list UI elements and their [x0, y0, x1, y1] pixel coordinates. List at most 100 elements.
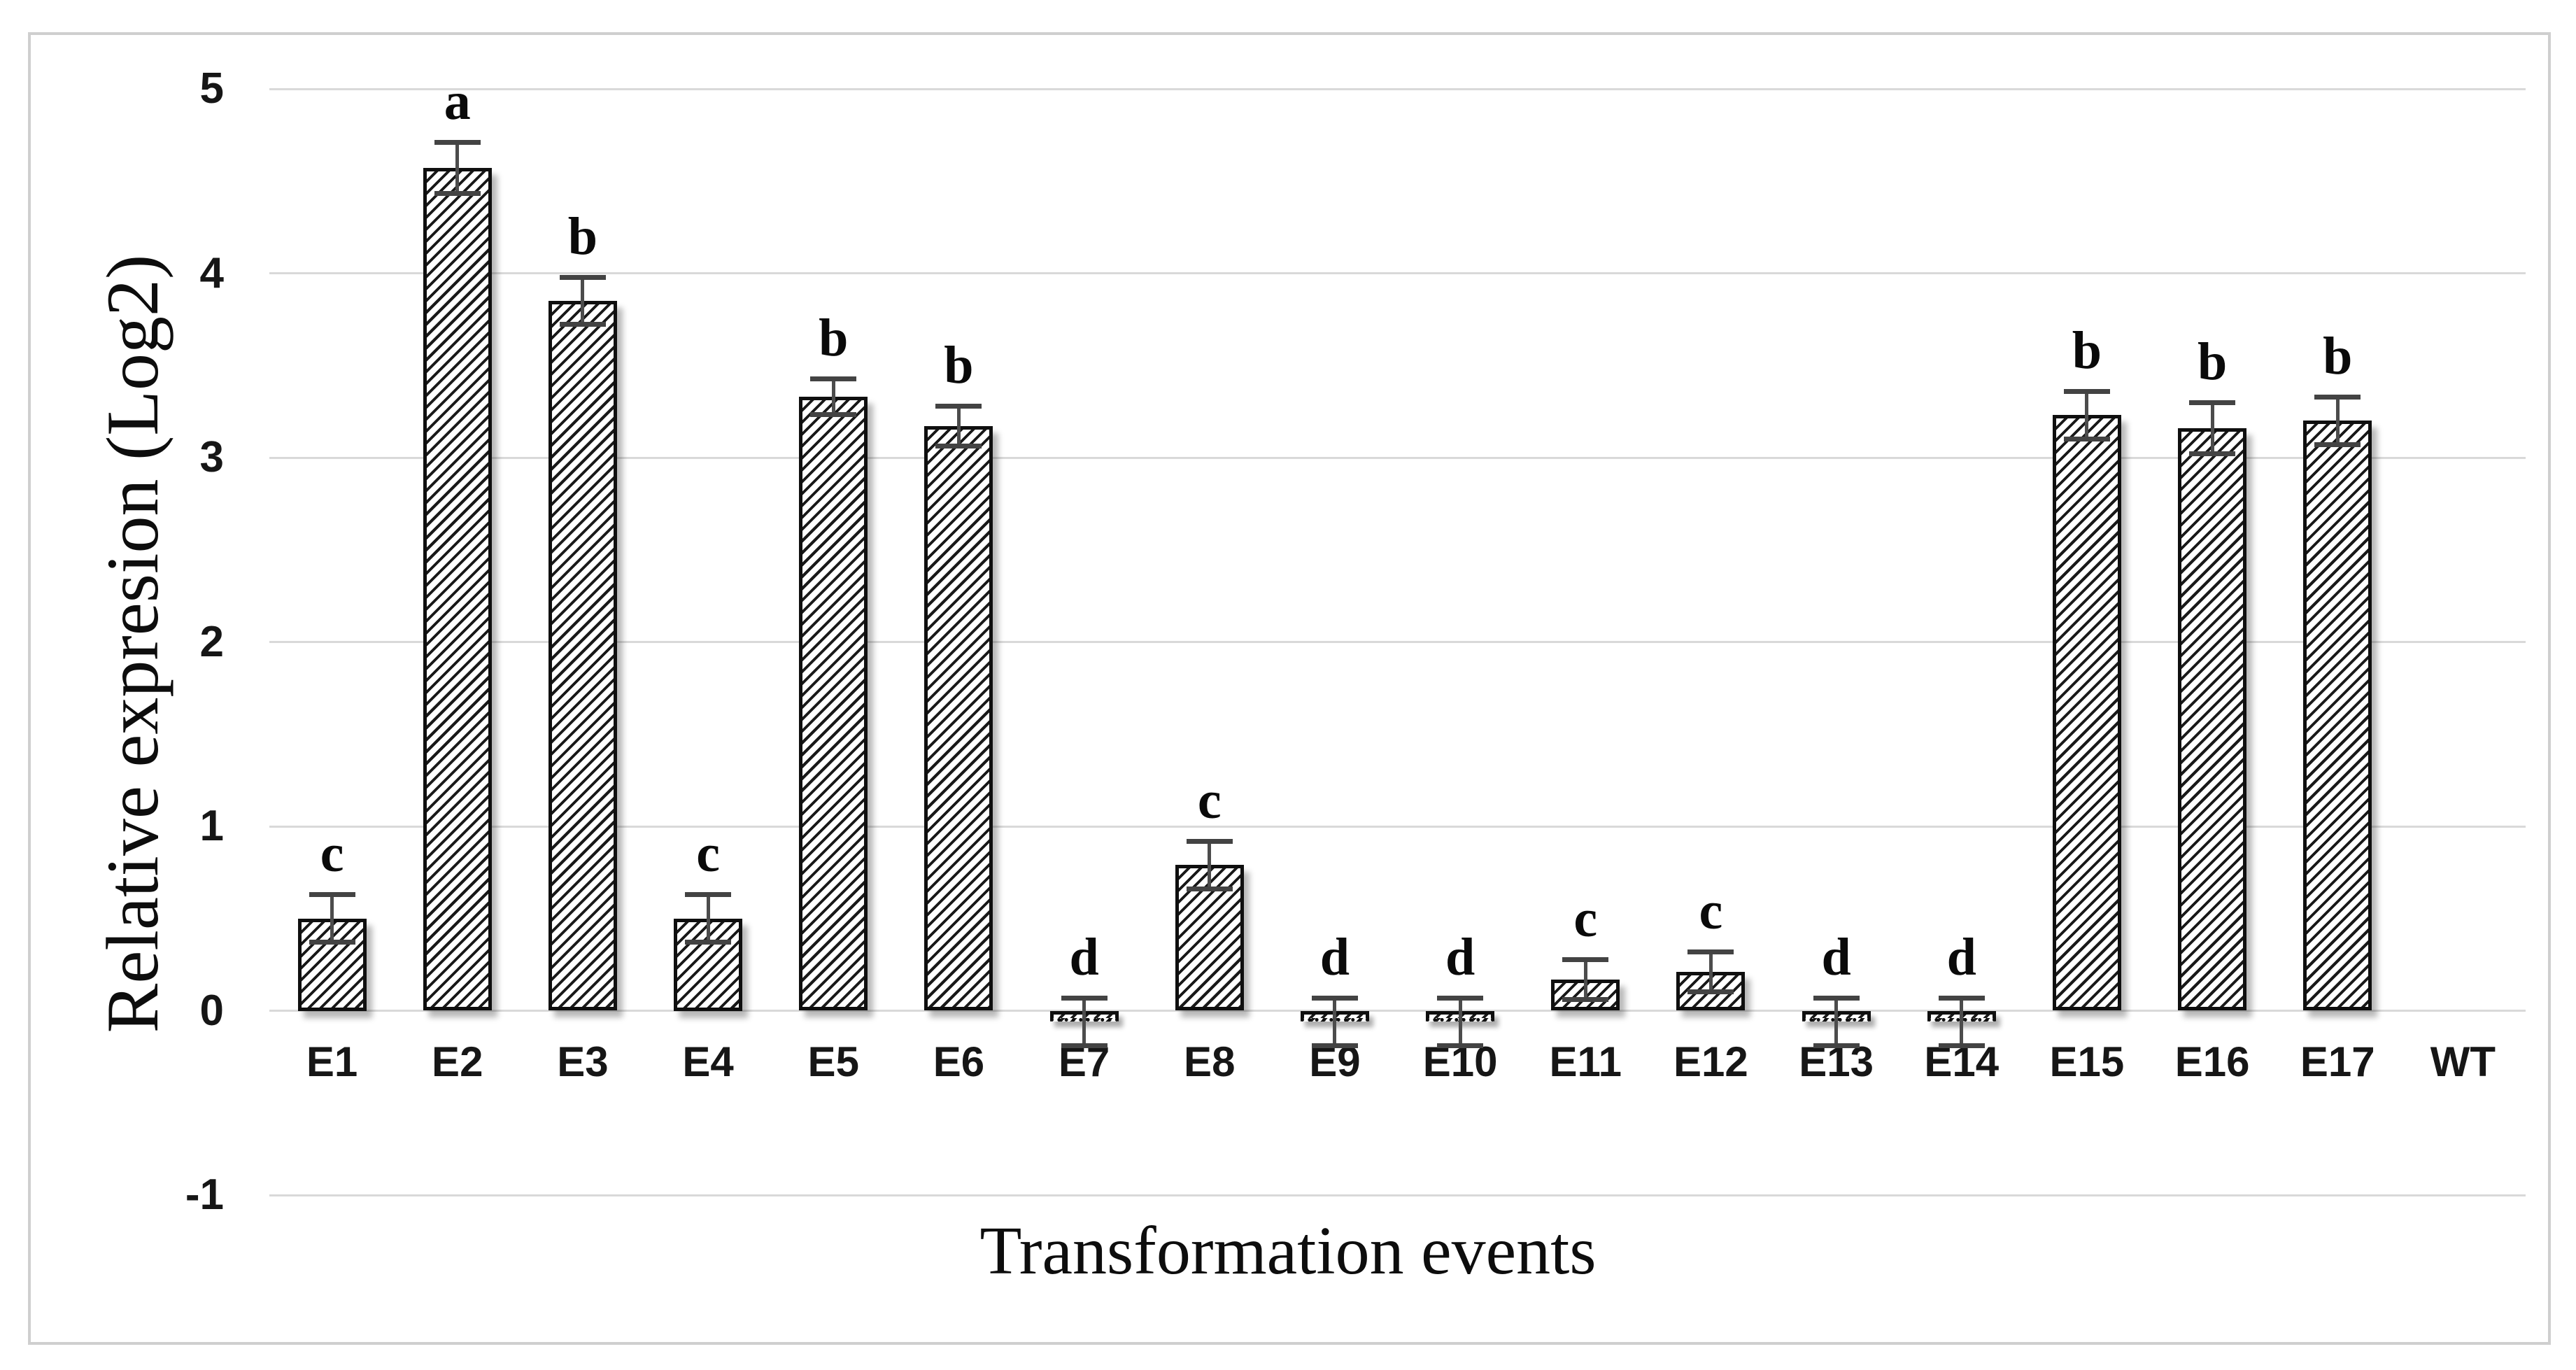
error-bar-top-cap-E7	[1061, 996, 1107, 1001]
error-bar-top-cap-E12	[1687, 949, 1734, 955]
error-bar-bottom-cap-E3	[559, 322, 606, 327]
error-bar-bottom-cap-E6	[935, 444, 982, 449]
error-bar-bottom-cap-E17	[2314, 442, 2361, 447]
y-tick-label-3: 3	[199, 433, 224, 481]
error-bar-top-cap-E14	[1938, 996, 1985, 1001]
category-label-E16: E16	[2174, 1038, 2250, 1085]
error-bar-E2	[455, 142, 460, 195]
bar-E2	[423, 168, 492, 1011]
error-bar-E6	[956, 406, 961, 447]
x-axis-title: Transformation events	[979, 1213, 1597, 1289]
category-label-E8: E8	[1184, 1038, 1236, 1085]
category-label-E11: E11	[1549, 1038, 1622, 1085]
error-bar-top-cap-E16	[2189, 400, 2236, 405]
gridline-y-2	[269, 641, 2526, 643]
bar-E6	[924, 426, 993, 1011]
error-bar-bottom-cap-E10	[1437, 1043, 1484, 1048]
error-bar-bottom-cap-E7	[1061, 1043, 1107, 1048]
gridline-y--1	[269, 1194, 2526, 1196]
bar-E15	[2052, 415, 2121, 1011]
error-bar-E14	[1960, 998, 1964, 1046]
bar-E3	[548, 301, 617, 1011]
gridline-y-5	[269, 87, 2526, 90]
category-label-E6: E6	[933, 1038, 985, 1085]
error-bar-bottom-cap-E8	[1186, 886, 1233, 891]
error-bar-top-cap-E17	[2314, 395, 2361, 400]
error-bar-top-cap-E2	[434, 140, 481, 146]
category-label-E5: E5	[807, 1038, 859, 1085]
error-bar-top-cap-E8	[1186, 839, 1233, 845]
significance-letter-E9: d	[1319, 928, 1350, 987]
bar-E4	[674, 918, 743, 1011]
error-bar-top-cap-E15	[2063, 389, 2110, 395]
category-label-E2: E2	[432, 1038, 483, 1085]
y-tick-label-0: 0	[199, 986, 224, 1035]
y-tick-label-1: 1	[199, 802, 224, 850]
significance-letter-E13: d	[1821, 928, 1851, 987]
y-tick-label-4: 4	[199, 248, 224, 297]
significance-letter-E8: c	[1197, 771, 1222, 831]
significance-letter-E5: b	[819, 308, 849, 367]
error-bar-top-cap-E1	[309, 892, 355, 898]
y-tick-label-2: 2	[199, 617, 224, 666]
error-bar-top-cap-E13	[1813, 996, 1860, 1001]
error-bar-E12	[1708, 952, 1713, 993]
category-label-E15: E15	[2049, 1038, 2125, 1085]
significance-letter-E3: b	[567, 206, 598, 266]
significance-letter-E4: c	[696, 824, 720, 884]
error-bar-E17	[2335, 397, 2340, 445]
error-bar-bottom-cap-E4	[685, 940, 732, 945]
error-bar-E4	[706, 894, 710, 942]
error-bar-top-cap-E10	[1437, 996, 1484, 1001]
category-label-E1: E1	[306, 1038, 358, 1085]
error-bar-top-cap-E6	[935, 404, 982, 409]
bar-E5	[799, 397, 868, 1011]
y-tick-label--1: -1	[185, 1171, 224, 1219]
error-bar-E9	[1333, 998, 1337, 1046]
error-bar-bottom-cap-E16	[2189, 451, 2236, 456]
error-bar-top-cap-E5	[810, 376, 857, 381]
error-bar-bottom-cap-E13	[1813, 1043, 1860, 1048]
error-bar-bottom-cap-E1	[309, 940, 355, 945]
error-bar-bottom-cap-E9	[1311, 1043, 1358, 1048]
significance-letter-E17: b	[2323, 327, 2353, 386]
error-bar-E16	[2210, 402, 2214, 454]
significance-letter-E6: b	[944, 336, 974, 395]
error-bar-E8	[1208, 841, 1212, 889]
significance-letter-E11: c	[1573, 889, 1598, 948]
category-label-E4: E4	[682, 1038, 734, 1085]
error-bar-E11	[1583, 959, 1587, 1000]
error-bar-E13	[1834, 998, 1839, 1046]
significance-letter-E15: b	[2072, 321, 2102, 381]
error-bar-top-cap-E4	[685, 892, 732, 898]
significance-letter-E10: d	[1445, 928, 1475, 987]
significance-letter-E2: a	[444, 72, 471, 132]
error-bar-bottom-cap-E14	[1938, 1043, 1985, 1048]
error-bar-bottom-cap-E12	[1687, 989, 1734, 995]
error-bar-E15	[2085, 391, 2089, 439]
error-bar-bottom-cap-E5	[810, 412, 857, 418]
error-bar-E7	[1082, 998, 1087, 1046]
y-tick-label-5: 5	[199, 64, 224, 113]
bar-E17	[2303, 421, 2372, 1011]
category-label-E3: E3	[557, 1038, 609, 1085]
error-bar-top-cap-E11	[1562, 956, 1609, 962]
gridline-y-3	[269, 456, 2526, 459]
gridline-y-0	[269, 1010, 2526, 1012]
significance-letter-E7: d	[1069, 928, 1099, 987]
error-bar-bottom-cap-E2	[434, 191, 481, 197]
error-bar-top-cap-E9	[1311, 996, 1358, 1001]
error-bar-bottom-cap-E15	[2063, 436, 2110, 442]
error-bar-bottom-cap-E11	[1562, 996, 1609, 1002]
category-label-E12: E12	[1673, 1038, 1748, 1085]
significance-letter-E14: d	[1946, 928, 1976, 987]
bar-E16	[2178, 428, 2247, 1011]
error-bar-E10	[1458, 998, 1462, 1046]
error-bar-E5	[831, 378, 835, 416]
category-label-E17: E17	[2300, 1038, 2375, 1085]
gridline-y-4	[269, 272, 2526, 274]
significance-letter-E12: c	[1699, 882, 1723, 941]
category-label-WT: WT	[2430, 1038, 2496, 1085]
